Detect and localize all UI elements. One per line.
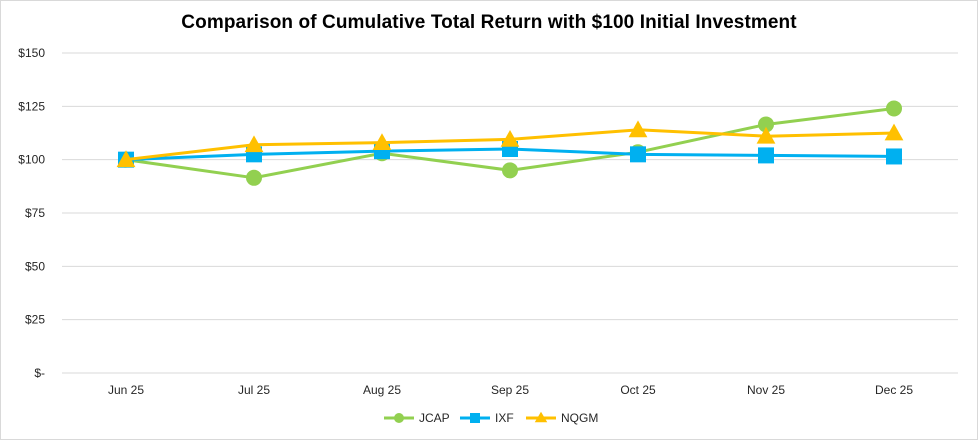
x-tick-label: Sep 25 <box>491 383 529 397</box>
x-tick-label: Jul 25 <box>238 383 270 397</box>
x-tick-label: Dec 25 <box>875 383 913 397</box>
data-point <box>628 120 648 138</box>
legend: JCAP IXF NQGM <box>384 411 598 425</box>
data-point <box>886 148 902 165</box>
data-point <box>758 147 774 164</box>
legend-marker <box>534 411 548 423</box>
series-nqgm <box>116 120 904 168</box>
data-point <box>756 126 776 144</box>
data-point <box>884 123 904 141</box>
legend-label: NQGM <box>561 411 598 425</box>
y-tick-label: $50 <box>25 259 45 273</box>
series-layer <box>116 100 904 186</box>
y-tick-label: $25 <box>25 313 45 327</box>
data-point <box>886 100 902 117</box>
y-tick-label: $100 <box>18 153 45 167</box>
data-point <box>500 130 520 147</box>
x-tick-label: Jun 25 <box>108 383 144 397</box>
y-tick-label: $75 <box>25 206 45 220</box>
legend-label: IXF <box>495 411 514 425</box>
legend-item-jcap: JCAP <box>384 411 450 425</box>
data-point <box>502 162 518 179</box>
legend-item-nqgm: NQGM <box>526 411 598 425</box>
x-tick-label: Oct 25 <box>620 383 656 397</box>
legend-marker <box>470 413 480 423</box>
legend-label: JCAP <box>419 411 450 425</box>
x-axis-ticks: Jun 25 Jul 25 Aug 25 Sep 25 Oct 25 Nov 25 Dec … <box>108 383 913 397</box>
gridlines <box>62 52 958 374</box>
data-point <box>758 116 774 133</box>
data-point <box>246 169 262 186</box>
chart-title: Comparison of Cumulative Total Return wi… <box>181 12 797 33</box>
data-point <box>116 150 136 168</box>
y-tick-label: $- <box>34 366 45 380</box>
legend-marker <box>394 413 404 423</box>
data-point <box>372 133 392 150</box>
legend-item-ixf: IXF <box>460 411 514 425</box>
x-tick-label: Nov 25 <box>747 383 785 397</box>
y-tick-label: $125 <box>18 99 45 113</box>
x-tick-label: Aug 25 <box>363 383 401 397</box>
y-axis-ticks: $- $25 $50 $75 $100 $125 $150 <box>18 46 45 380</box>
y-tick-label: $150 <box>18 46 45 60</box>
data-point <box>630 146 646 163</box>
data-point <box>244 135 264 153</box>
